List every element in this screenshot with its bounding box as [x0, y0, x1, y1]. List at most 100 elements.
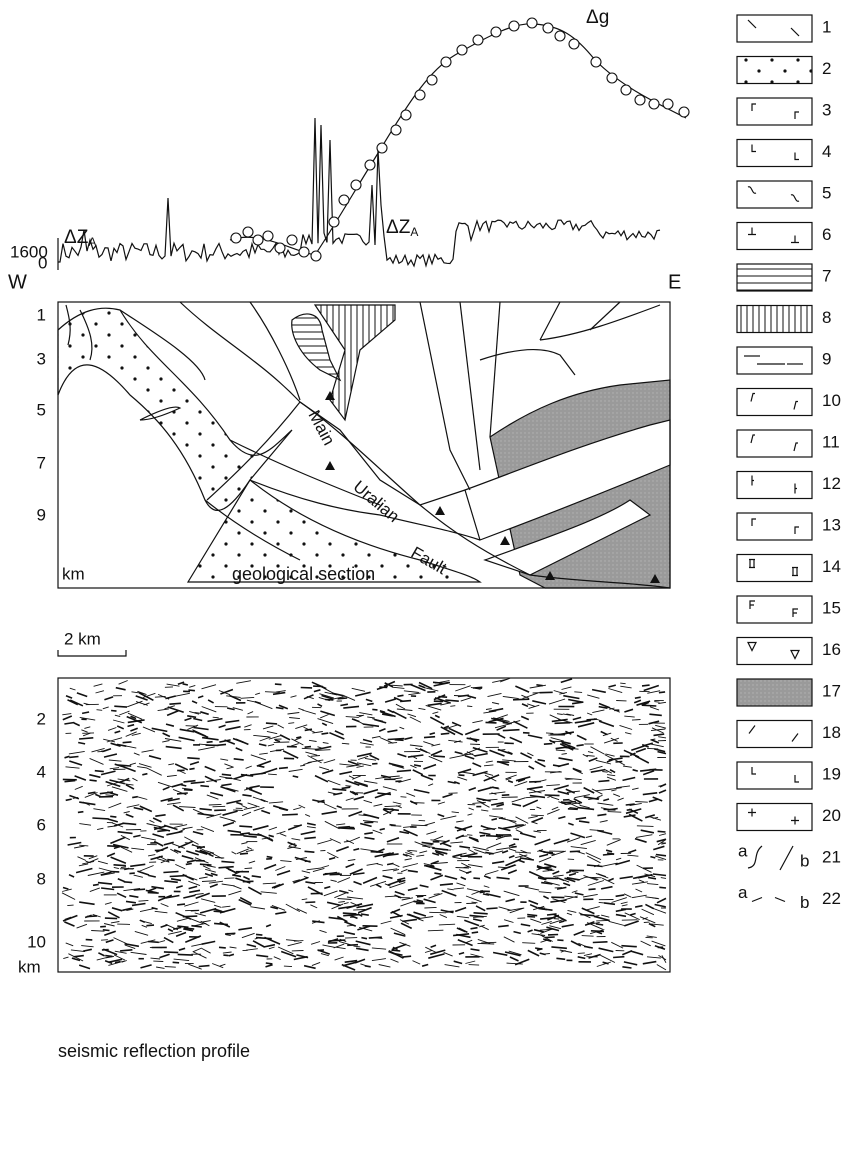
reflector — [389, 823, 396, 827]
reflector — [623, 814, 636, 818]
reflector — [611, 897, 627, 903]
reflector — [576, 744, 584, 747]
reflector — [308, 739, 317, 742]
legend-swatch — [736, 719, 813, 749]
depth-label: 8 — [37, 869, 46, 888]
reflector — [659, 783, 667, 788]
reflector — [246, 943, 257, 948]
reflector — [390, 958, 399, 963]
reflector — [333, 792, 343, 796]
legend-number: 3 — [822, 100, 831, 119]
reflector — [621, 904, 628, 907]
legend-glyph — [790, 27, 800, 37]
reflector — [154, 910, 168, 914]
legend-number: 20 — [822, 806, 841, 825]
reflector — [572, 767, 582, 773]
reflector — [118, 680, 128, 685]
reflector — [557, 790, 570, 795]
reflector — [236, 801, 243, 806]
reflector — [553, 690, 565, 695]
reflector — [141, 836, 157, 841]
reflector — [607, 774, 616, 777]
reflector — [285, 939, 299, 942]
reflector — [104, 917, 118, 920]
reflector — [408, 849, 418, 852]
reflector — [109, 779, 125, 785]
reflector — [646, 956, 661, 959]
reflector — [108, 802, 122, 809]
reflector — [504, 951, 521, 957]
reflector — [147, 940, 159, 944]
reflector — [247, 886, 262, 896]
reflector — [360, 963, 368, 967]
reflector — [543, 863, 557, 869]
reflector — [187, 715, 197, 719]
reflector — [457, 776, 468, 781]
reflector — [348, 889, 354, 893]
reflector — [219, 816, 236, 822]
reflector — [229, 946, 237, 949]
reflector — [251, 875, 262, 878]
reflector — [561, 923, 574, 928]
reflector — [549, 919, 563, 925]
reflector — [173, 849, 182, 854]
reflector — [576, 734, 587, 741]
reflector — [217, 743, 227, 747]
reflector — [334, 956, 344, 961]
reflector — [79, 801, 96, 806]
reflector — [363, 799, 373, 804]
reflector — [507, 907, 523, 912]
reflector — [473, 877, 481, 880]
reflector — [391, 943, 407, 951]
reflector — [133, 806, 144, 811]
reflector — [515, 824, 524, 827]
reflector — [511, 797, 526, 803]
reflector — [250, 906, 266, 910]
reflector — [540, 928, 553, 934]
reflector — [363, 788, 379, 795]
reflector — [312, 867, 325, 873]
reflector — [459, 845, 471, 849]
reflector — [62, 715, 73, 721]
reflector — [575, 816, 587, 820]
reflector — [274, 739, 281, 743]
reflector — [413, 764, 422, 767]
reflector — [332, 788, 347, 791]
reflector — [119, 777, 130, 784]
reflector — [577, 806, 595, 811]
gravity-point — [328, 216, 340, 228]
reflector — [130, 727, 138, 732]
reflector — [497, 749, 506, 751]
reflector — [602, 862, 618, 867]
reflector — [79, 844, 89, 847]
reflector — [114, 960, 121, 964]
reflector — [221, 773, 232, 777]
reflector — [387, 879, 402, 886]
reflector — [453, 695, 465, 697]
legend-glyph — [791, 733, 799, 742]
reflector — [262, 882, 277, 885]
reflector — [603, 768, 613, 774]
reflector — [627, 854, 639, 857]
reflector — [407, 713, 417, 718]
reflector — [138, 865, 154, 872]
reflector — [541, 920, 552, 925]
reflector — [570, 940, 582, 947]
reflector — [209, 851, 223, 859]
reflector — [84, 792, 98, 798]
reflector — [134, 930, 149, 936]
reflector — [105, 939, 114, 944]
reflector — [456, 915, 470, 919]
reflector — [68, 873, 75, 878]
reflector — [110, 815, 117, 818]
reflector — [624, 715, 635, 718]
reflector — [336, 845, 349, 853]
reflector — [629, 752, 636, 757]
reflector — [430, 860, 439, 865]
reflector — [401, 897, 414, 901]
reflector — [450, 705, 456, 707]
reflector — [88, 855, 98, 860]
reflector — [140, 964, 152, 969]
reflector — [339, 889, 349, 894]
reflector — [386, 862, 394, 866]
